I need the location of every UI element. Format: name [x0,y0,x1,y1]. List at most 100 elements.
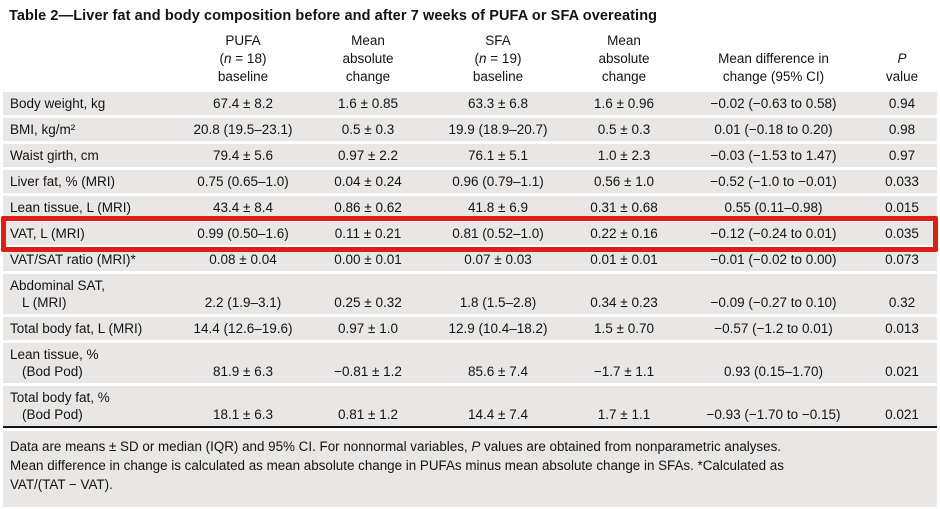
column-header [3,28,178,92]
table-cell: 81.9 ± 6.3 [178,341,308,385]
row-label: VAT, L (MRI) [3,220,178,247]
table-cell: 63.3 ± 6.8 [428,90,568,117]
table-cell: 14.4 (12.6–19.6) [178,315,308,342]
table-cell: 0.5 ± 0.3 [568,116,680,143]
table-cell: 0.033 [867,168,937,195]
row-label: Liver fat, % (MRI) [3,168,178,195]
table-cell: −1.7 ± 1.1 [568,341,680,385]
table-cell: −0.09 (−0.27 to 0.10) [680,272,867,316]
table-header: PUFA (n = 18) baseline Mean absolute change SF… [3,28,937,92]
data-table: PUFA (n = 18) baseline Mean absolute change SF… [3,28,937,428]
table-cell: 0.34 ± 0.23 [568,272,680,316]
table-cell: 0.55 (0.11–0.98) [680,194,867,221]
table-row: Liver fat, % (MRI) 0.75 (0.65–1.0) 0.04 ± … [3,168,937,195]
row-label: VAT/SAT ratio (MRI)* [3,246,178,273]
table-cell: 1.7 ± 1.1 [568,384,680,428]
table-cell: 0.01 (−0.18 to 0.20) [680,116,867,143]
table-cell: −0.57 (−1.2 to 0.01) [680,315,867,342]
table-cell: −0.81 ± 1.2 [308,341,428,385]
table-cell: 18.1 ± 6.3 [178,384,308,428]
table-cell: 14.4 ± 7.4 [428,384,568,428]
table-cell: 0.5 ± 0.3 [308,116,428,143]
table-title: Table 2—Liver fat and body composition b… [9,8,658,24]
table-cell: 0.013 [867,315,937,342]
header-row: PUFA (n = 18) baseline Mean absolute change SF… [3,28,937,92]
table-cell: 0.11 ± 0.21 [308,220,428,247]
table-row: Waist girth, cm 79.4 ± 5.6 0.97 ± 2.2 76.1 … [3,142,937,169]
table-cell: 0.073 [867,246,937,273]
table-cell: 41.8 ± 6.9 [428,194,568,221]
row-label: Total body fat, L (MRI) [3,315,178,342]
table-cell: −0.93 (−1.70 to −0.15) [680,384,867,428]
table-cell: 0.56 ± 1.0 [568,168,680,195]
table-cell: 0.08 ± 0.04 [178,246,308,273]
table-cell: 1.6 ± 0.85 [308,90,428,117]
column-header: Mean absolute change [308,28,428,92]
table-cell: −0.52 (−1.0 to −0.01) [680,168,867,195]
column-header: SFA (n = 19) baseline [428,28,568,92]
table-cell: 0.98 [867,116,937,143]
table-row: Lean tissue, L (MRI) 43.4 ± 8.4 0.86 ± 0.6… [3,194,937,221]
table-row: BMI, kg/m² 20.8 (19.5–23.1) 0.5 ± 0.3 19.9 … [3,116,937,143]
row-label: Lean tissue, % (Bod Pod) [3,341,178,385]
table-cell: 0.31 ± 0.68 [568,194,680,221]
table-cell: 0.04 ± 0.24 [308,168,428,195]
row-label: Lean tissue, L (MRI) [3,194,178,221]
row-label: BMI, kg/m² [3,116,178,143]
table-cell: −0.12 (−0.24 to 0.01) [680,220,867,247]
table-cell: 0.07 ± 0.03 [428,246,568,273]
table-cell: 0.00 ± 0.01 [308,246,428,273]
table-cell: 79.4 ± 5.6 [178,142,308,169]
table-cell: 67.4 ± 8.2 [178,90,308,117]
table-cell: 0.035 [867,220,937,247]
row-label: Waist girth, cm [3,142,178,169]
table-cell: 0.94 [867,90,937,117]
table-cell: 0.75 (0.65–1.0) [178,168,308,195]
table-cell: 0.32 [867,272,937,316]
table-row: Total body fat, L (MRI) 14.4 (12.6–19.6) 0… [3,315,937,342]
table-cell: −0.01 (−0.02 to 0.00) [680,246,867,273]
table-cell: 0.01 ± 0.01 [568,246,680,273]
table-cell: 1.5 ± 0.70 [568,315,680,342]
table-row: VAT, L (MRI) 0.99 (0.50–1.6) 0.11 ± 0.21 0.… [3,220,937,247]
table-cell: 76.1 ± 5.1 [428,142,568,169]
table-cell: 2.2 (1.9–3.1) [178,272,308,316]
table-cell: 0.81 (0.52–1.0) [428,220,568,247]
table-cell: 0.99 (0.50–1.6) [178,220,308,247]
table-cell: 0.86 ± 0.62 [308,194,428,221]
table-cell: 1.8 (1.5–2.8) [428,272,568,316]
table-row: Body weight, kg 67.4 ± 8.2 1.6 ± 0.85 63.3 … [3,90,937,117]
table-body: Body weight, kg 67.4 ± 8.2 1.6 ± 0.85 63.3 … [3,90,937,428]
row-label: Abdominal SAT, L (MRI) [3,272,178,316]
table-cell: 1.0 ± 2.3 [568,142,680,169]
table-cell: −0.03 (−1.53 to 1.47) [680,142,867,169]
table-footnote: Data are means ± SD or median (IQR) and … [3,431,937,507]
column-header: Mean absolute change [568,28,680,92]
table-row: Lean tissue, % (Bod Pod) 81.9 ± 6.3 −0.81 ±… [3,341,937,385]
table-cell: 0.22 ± 0.16 [568,220,680,247]
table-cell: −0.02 (−0.63 to 0.58) [680,90,867,117]
table-cell: 0.81 ± 1.2 [308,384,428,428]
table-cell: 12.9 (10.4–18.2) [428,315,568,342]
column-header: PUFA (n = 18) baseline [178,28,308,92]
column-header: Mean difference in change (95% CI) [680,28,867,92]
table-cell: 0.96 (0.79–1.1) [428,168,568,195]
table-cell: 85.6 ± 7.4 [428,341,568,385]
table-cell: 43.4 ± 8.4 [178,194,308,221]
table-cell: 0.015 [867,194,937,221]
table-cell: 1.6 ± 0.96 [568,90,680,117]
table-cell: 0.021 [867,384,937,428]
row-label: Body weight, kg [3,90,178,117]
table-cell: 19.9 (18.9–20.7) [428,116,568,143]
table-row: VAT/SAT ratio (MRI)* 0.08 ± 0.04 0.00 ± 0.… [3,246,937,273]
table-cell: 0.97 ± 2.2 [308,142,428,169]
table-row: Abdominal SAT, L (MRI) 2.2 (1.9–3.1) 0.25 ±… [3,272,937,316]
row-label: Total body fat, % (Bod Pod) [3,384,178,428]
table-cell: 0.25 ± 0.32 [308,272,428,316]
table-cell: 0.97 ± 1.0 [308,315,428,342]
table-cell: 0.021 [867,341,937,385]
table-row: Total body fat, % (Bod Pod) 18.1 ± 6.3 0.81… [3,384,937,428]
table-cell: 0.93 (0.15–1.70) [680,341,867,385]
